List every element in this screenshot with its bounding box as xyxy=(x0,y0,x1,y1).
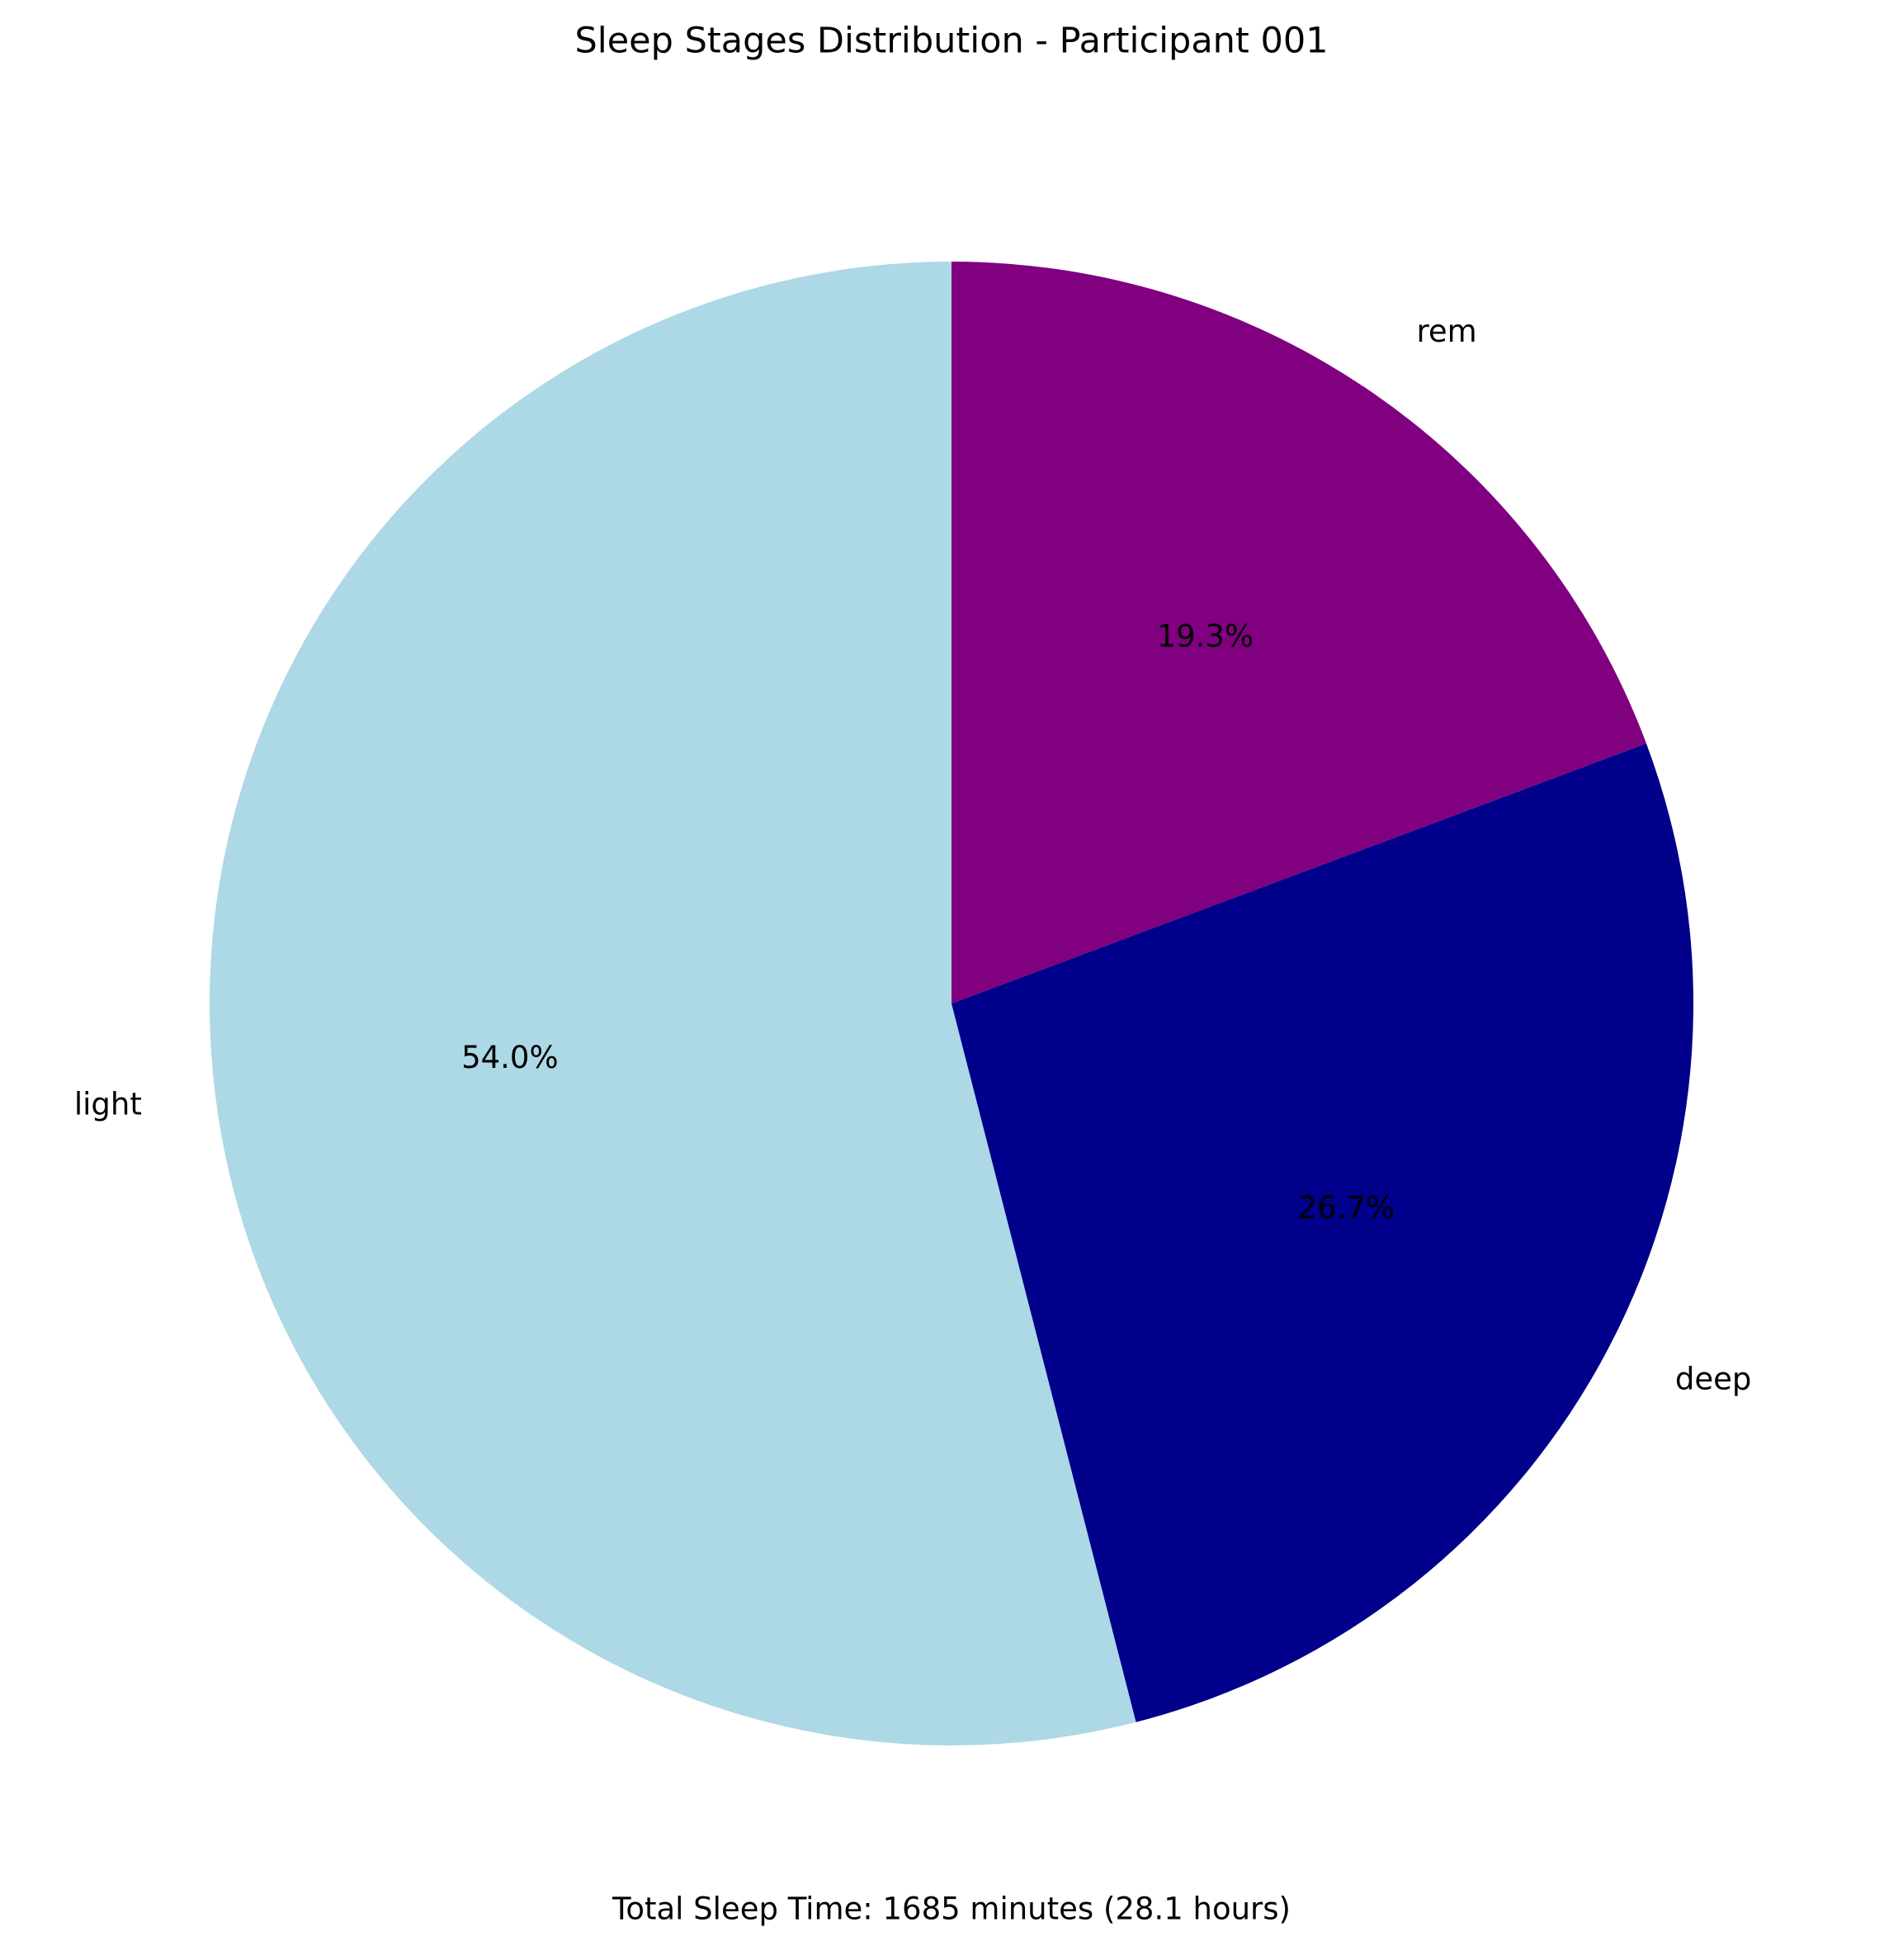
pie-slices xyxy=(210,262,1693,1745)
pie-category-label-rem: rem xyxy=(1417,314,1477,349)
pie-slice-light xyxy=(210,262,1136,1745)
pie-percent-label-light: 54.0% xyxy=(461,1040,559,1075)
chart-title: Sleep Stages Distribution - Participant … xyxy=(574,21,1328,62)
pie-percent-label-rem: 19.3% xyxy=(1157,618,1254,654)
total-sleep-time-caption: Total Sleep Time: 1685 minutes (28.1 hou… xyxy=(612,1892,1291,1927)
pie-category-label-deep: deep xyxy=(1675,1362,1752,1397)
pie-labels: 54.0% light 26.7% deep 19.3% rem xyxy=(74,314,1751,1397)
pie-category-label-light: light xyxy=(74,1086,142,1122)
pie-percent-label-deep: 26.7% xyxy=(1298,1190,1395,1226)
pie-slice-deep xyxy=(952,743,1693,1722)
pie-slice-rem xyxy=(952,262,1646,1004)
